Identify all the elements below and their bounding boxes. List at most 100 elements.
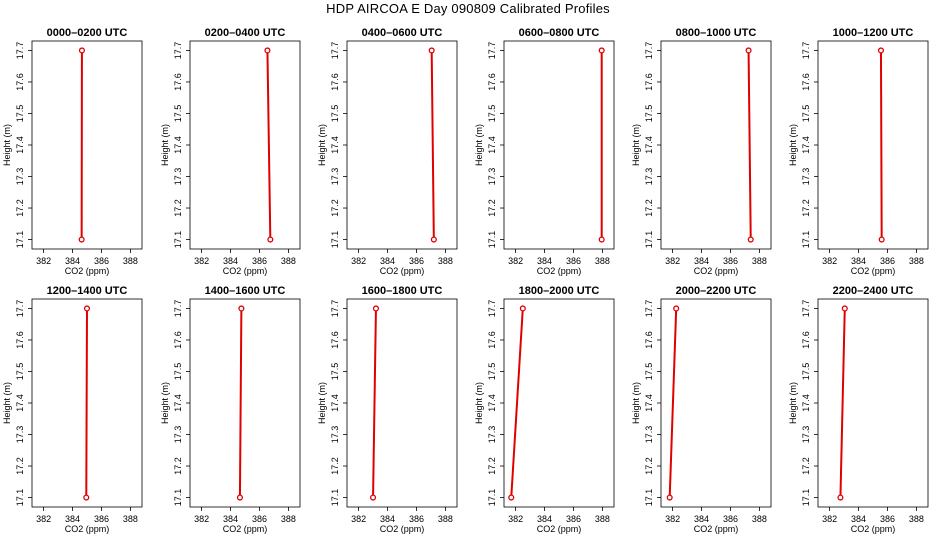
x-tick-label: 384 (223, 514, 238, 524)
profile-point (598, 47, 605, 54)
x-tick-label: 386 (723, 514, 738, 524)
x-axis-label: CO2 (ppm) (851, 266, 896, 276)
x-tick-label: 388 (123, 256, 138, 266)
x-tick-label: 388 (752, 256, 767, 266)
y-tick-label: 17.1 (173, 231, 183, 249)
x-axis-label: CO2 (ppm) (380, 524, 425, 534)
y-axis-label: Height (m) (788, 382, 798, 424)
y-tick-label: 17.6 (330, 331, 340, 349)
profile-panel-5: 0800–1000 UTC 382 384 386 388 17.1 17.2 17.3 17.… (631, 27, 772, 276)
profile-point (83, 305, 91, 312)
y-tick-label: 17.7 (173, 42, 183, 60)
x-tick-label: 388 (438, 514, 453, 524)
y-tick-label: 17.3 (801, 168, 811, 186)
y-tick-label: 17.4 (15, 394, 25, 412)
y-tick-label: 17.5 (801, 105, 811, 123)
y-tick-label: 17.2 (644, 199, 654, 217)
x-tick-label: 388 (909, 256, 924, 266)
profile-panel-6: 1000–1200 UTC 382 384 386 388 17.1 17.2 17.3 17.… (788, 27, 929, 276)
x-tick-label: 382 (822, 256, 837, 266)
x-tick-label: 388 (595, 256, 610, 266)
y-tick-label: 17.7 (15, 300, 25, 318)
profile-point (877, 47, 885, 54)
y-tick-label: 17.5 (644, 363, 654, 381)
y-axis-label: Height (m) (160, 124, 170, 166)
y-tick-label: 17.6 (330, 73, 340, 91)
x-tick-label: 386 (566, 514, 581, 524)
y-tick-label: 17.6 (644, 73, 654, 91)
x-axis-label: CO2 (ppm) (537, 266, 582, 276)
y-tick-label: 17.3 (15, 168, 25, 186)
profile-point (508, 494, 515, 501)
y-tick-label: 17.3 (487, 168, 497, 186)
x-tick-label: 386 (94, 256, 109, 266)
y-tick-label: 17.5 (15, 363, 25, 381)
y-tick-label: 17.5 (173, 363, 183, 381)
profile-panel-12: 2200–2400 UTC 382 384 386 388 17.1 17.2 17.3 17.… (788, 285, 929, 534)
y-tick-label: 17.1 (801, 489, 811, 507)
y-tick-label: 17.6 (644, 331, 654, 349)
figure-title: HDP AIRCOA E Day 090809 Calibrated Profi… (326, 1, 610, 16)
panel-title: 2200–2400 UTC (833, 285, 914, 297)
profile-line (668, 308, 678, 498)
y-tick-label: 17.1 (173, 489, 183, 507)
x-tick-label: 386 (566, 256, 581, 266)
y-tick-label: 17.4 (330, 394, 340, 412)
profile-point (673, 305, 680, 312)
y-tick-label: 17.4 (173, 394, 183, 412)
profile-panel-11: 2000–2200 UTC 382 384 386 388 17.1 17.2 17.3 17.… (631, 285, 772, 534)
profile-line (747, 50, 752, 240)
profile-panel-7: 1200–1400 UTC 382 384 386 388 17.1 17.2 17.3 17.… (2, 285, 143, 534)
y-axis-label: Height (m) (2, 382, 12, 424)
x-tick-label: 382 (822, 514, 837, 524)
y-tick-label: 17.3 (173, 426, 183, 444)
y-tick-label: 17.3 (801, 426, 811, 444)
profile-panel-4: 0600–0800 UTC 382 384 386 388 17.1 17.2 17.3 17.… (474, 27, 615, 276)
y-tick-label: 17.1 (487, 231, 497, 249)
y-tick-label: 17.5 (330, 363, 340, 381)
y-tick-label: 17.1 (15, 231, 25, 249)
panel-title: 1200–1400 UTC (47, 285, 128, 297)
x-tick-label: 386 (880, 256, 895, 266)
y-tick-label: 17.4 (644, 136, 654, 154)
y-tick-label: 17.5 (801, 363, 811, 381)
panel-title: 0200–0400 UTC (205, 27, 286, 39)
x-tick-label: 384 (537, 514, 552, 524)
profile-panel-8: 1400–1600 UTC 382 384 386 388 17.1 17.2 17.3 17.… (160, 285, 301, 534)
y-tick-label: 17.7 (15, 42, 25, 60)
x-tick-label: 388 (281, 514, 296, 524)
plot-frame (189, 40, 301, 250)
panel-title: 1400–1600 UTC (205, 285, 286, 297)
profile-panel-2: 0200–0400 UTC 382 384 386 388 17.1 17.2 17.3 17.… (160, 27, 301, 276)
profile-point (666, 494, 673, 501)
y-tick-label: 17.2 (801, 199, 811, 217)
profile-point (370, 494, 377, 501)
y-axis-label: Height (m) (474, 124, 484, 166)
panel-title: 0400–0600 UTC (362, 27, 443, 39)
profile-point (745, 47, 752, 54)
y-axis-label: Height (m) (317, 382, 327, 424)
y-tick-label: 17.5 (644, 105, 654, 123)
panel-title: 1800–2000 UTC (519, 285, 600, 297)
y-tick-label: 17.4 (330, 136, 340, 154)
x-tick-label: 382 (194, 514, 209, 524)
profile-panel-9: 1600–1800 UTC 382 384 386 388 17.1 17.2 17.3 17.… (317, 285, 458, 534)
y-tick-label: 17.3 (15, 426, 25, 444)
x-axis-label: CO2 (ppm) (380, 266, 425, 276)
y-axis-label: Height (m) (788, 124, 798, 166)
x-axis-label: CO2 (ppm) (537, 524, 582, 534)
x-tick-label: 384 (223, 256, 238, 266)
x-tick-label: 382 (665, 514, 680, 524)
y-tick-label: 17.6 (487, 73, 497, 91)
x-tick-label: 384 (380, 256, 395, 266)
y-tick-label: 17.3 (644, 426, 654, 444)
profile-line (839, 308, 846, 498)
profile-panel-10: 1800–2000 UTC 382 384 386 388 17.1 17.2 17.3 17.… (474, 285, 615, 534)
y-tick-label: 17.7 (330, 42, 340, 60)
x-tick-label: 382 (508, 256, 523, 266)
x-tick-label: 382 (194, 256, 209, 266)
y-axis-label: Height (m) (631, 382, 641, 424)
y-tick-label: 17.5 (173, 105, 183, 123)
plot-frame (189, 298, 301, 508)
